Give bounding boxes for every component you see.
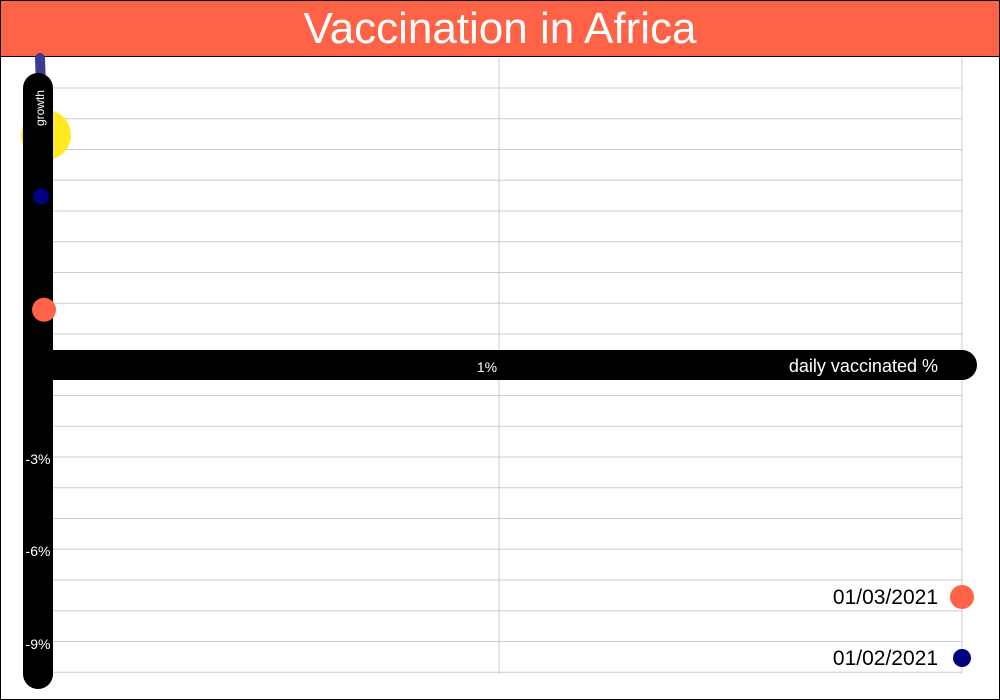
grid — [40, 58, 963, 674]
legend-label: 01/03/2021 — [833, 586, 938, 609]
legend-marker — [953, 649, 971, 667]
legend: 01/03/2021 01/02/2021 — [833, 585, 974, 670]
title-bar: Vaccination in Africa — [1, 1, 999, 57]
data-point — [33, 188, 49, 205]
axis-labels: daily vaccinated % growth — [33, 90, 938, 376]
x-tick-label: 1% — [477, 359, 497, 375]
y-tick-label: -6% — [26, 543, 51, 559]
chart-title: Vaccination in Africa — [303, 3, 697, 53]
x-axis-label: daily vaccinated % — [789, 356, 938, 376]
legend-marker — [950, 585, 974, 609]
points — [32, 188, 56, 322]
y-tick-label: -3% — [26, 451, 51, 467]
legend-label: 01/02/2021 — [833, 647, 938, 670]
y-axis-label: growth — [33, 90, 47, 126]
tick-labels: 1% -3% -6% -9% — [26, 359, 498, 652]
data-point — [32, 297, 56, 322]
y-tick-label: -9% — [26, 636, 51, 652]
axes — [23, 73, 977, 689]
